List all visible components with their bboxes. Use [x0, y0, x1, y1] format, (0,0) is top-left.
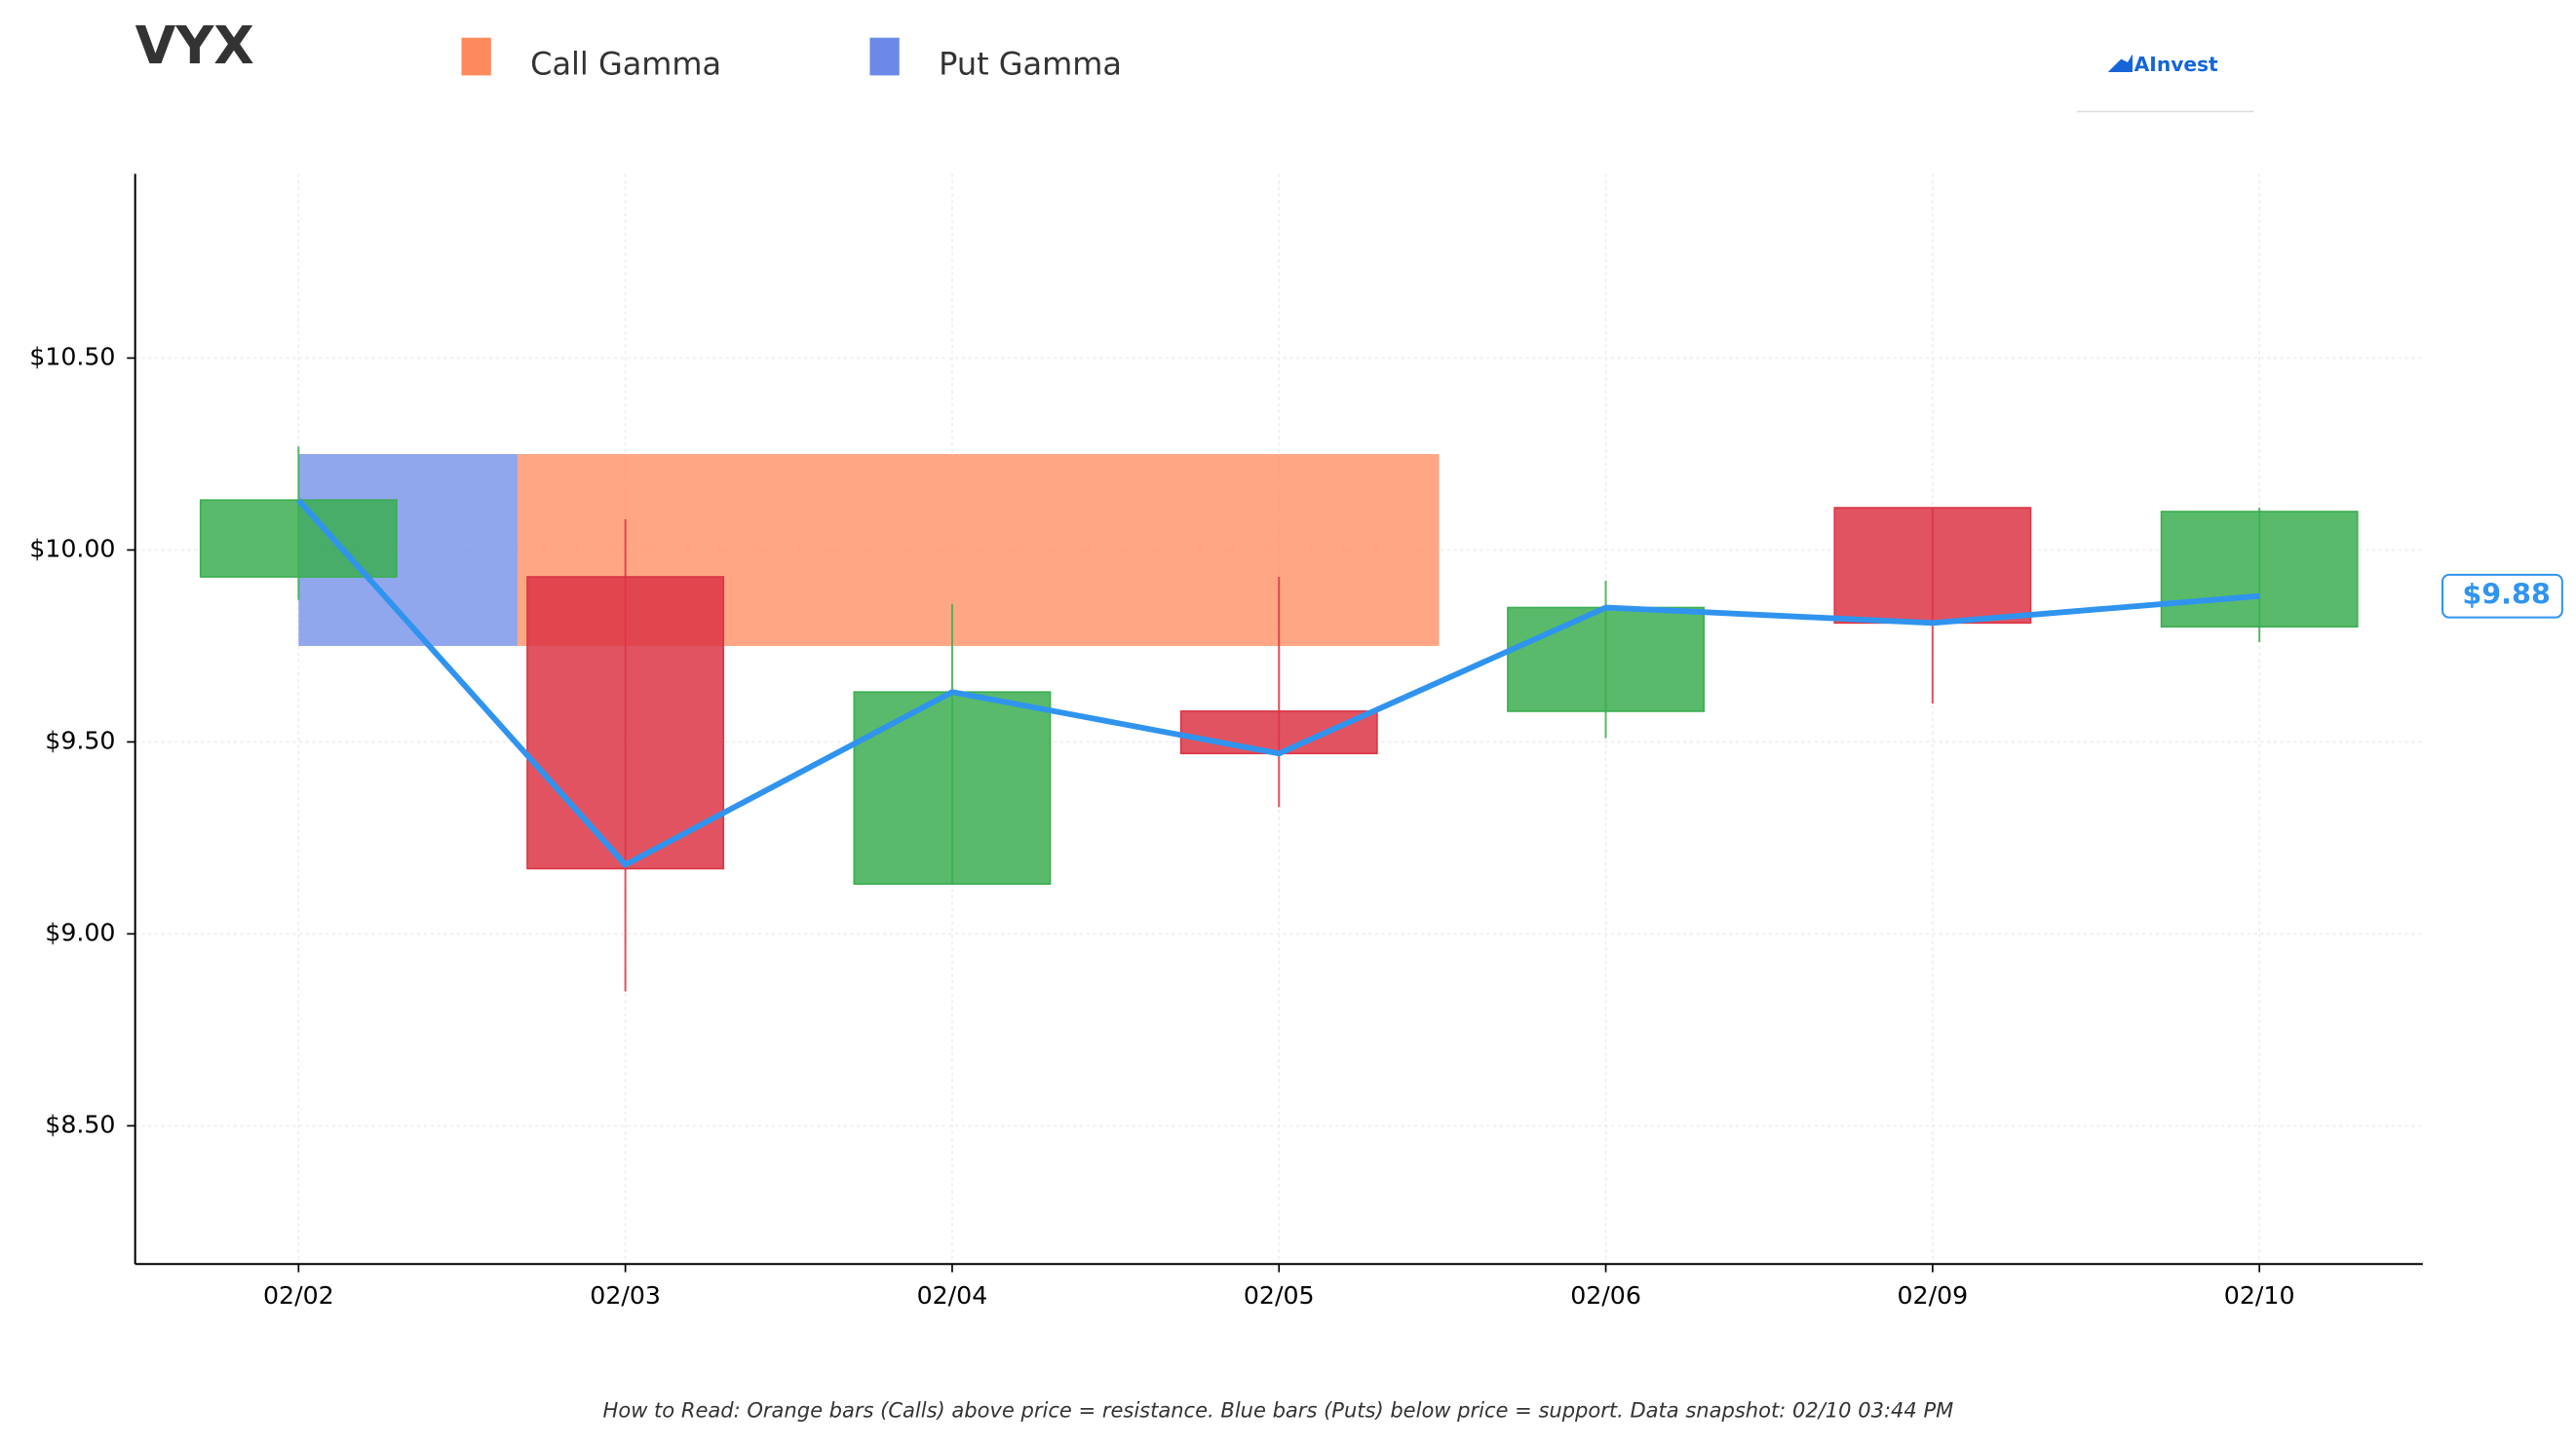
candle-body	[526, 576, 725, 870]
x-tick-label: 02/02	[263, 1281, 334, 1310]
y-tick-label: $9.00	[45, 918, 115, 946]
price-line	[296, 498, 2260, 868]
candle-body	[853, 691, 1052, 886]
candle-body	[1179, 710, 1378, 755]
legend-swatch	[869, 37, 900, 76]
logo-icon	[2107, 54, 2134, 73]
y-tick-label: $10.00	[29, 534, 115, 562]
x-tick-label: 02/03	[590, 1281, 661, 1310]
x-tick-label: 02/05	[1244, 1281, 1315, 1310]
logo: AInvest	[2134, 53, 2218, 76]
candle-body	[1507, 606, 1705, 712]
footnote: How to Read: Orange bars (Calls) above p…	[603, 1398, 1954, 1423]
candle-body	[199, 499, 398, 578]
last-price-box	[2441, 573, 2563, 619]
candle-body	[1833, 507, 2032, 625]
y-tick-label: $10.50	[29, 342, 115, 370]
x-tick-label: 02/04	[917, 1281, 988, 1310]
y-tick-label: $9.50	[45, 726, 115, 754]
x-tick-label: 02/09	[1898, 1281, 1969, 1310]
x-tick-label: 02/06	[1570, 1281, 1641, 1310]
x-tick-label: 02/10	[2224, 1281, 2295, 1310]
legend-label: Call Gamma	[530, 45, 721, 82]
last-price-label: $9.88	[2462, 578, 2550, 611]
legend-label: Put Gamma	[939, 45, 1122, 82]
candle-body	[2160, 511, 2359, 628]
y-tick-label: $8.50	[45, 1110, 115, 1138]
legend-swatch	[461, 37, 491, 76]
chart-title: VYX	[135, 15, 254, 76]
